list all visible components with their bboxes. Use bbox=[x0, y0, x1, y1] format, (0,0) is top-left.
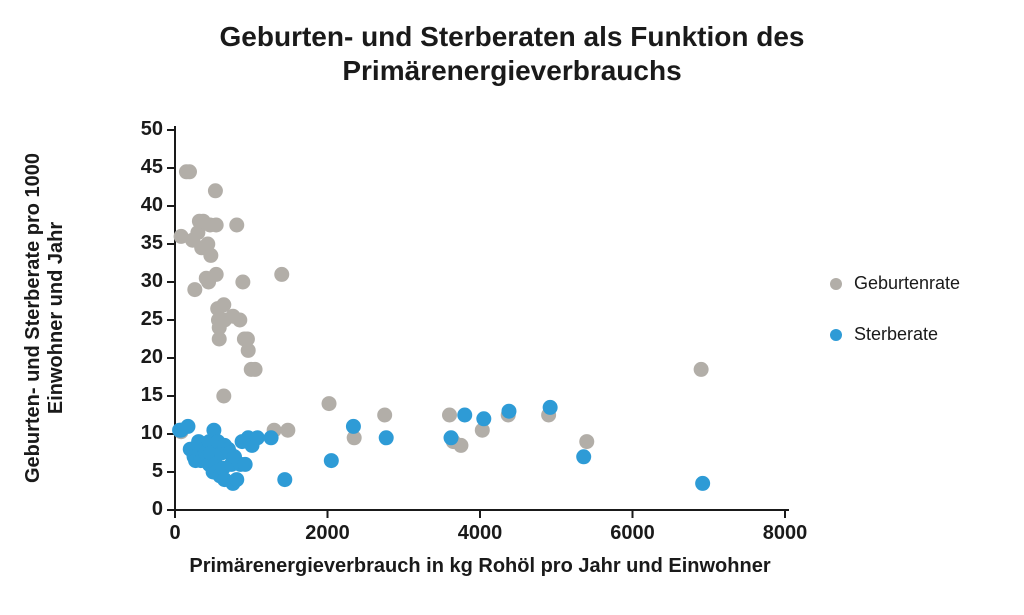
legend: Geburtenrate Sterberate bbox=[830, 273, 960, 375]
data-point bbox=[229, 218, 244, 233]
data-point bbox=[232, 313, 247, 328]
data-point bbox=[187, 282, 202, 297]
data-point bbox=[377, 408, 392, 423]
data-point bbox=[264, 430, 279, 445]
data-point bbox=[694, 362, 709, 377]
data-point bbox=[250, 430, 265, 445]
legend-item: Sterberate bbox=[830, 324, 960, 345]
data-point bbox=[212, 332, 227, 347]
data-point bbox=[576, 449, 591, 464]
legend-swatch bbox=[830, 278, 842, 290]
data-point bbox=[322, 396, 337, 411]
x-tick-label: 6000 bbox=[603, 522, 663, 545]
legend-label: Sterberate bbox=[854, 324, 938, 345]
x-tick-label: 8000 bbox=[755, 522, 815, 545]
data-point bbox=[476, 411, 491, 426]
data-point bbox=[379, 430, 394, 445]
data-point bbox=[229, 472, 244, 487]
x-tick-label: 0 bbox=[145, 522, 205, 545]
data-point bbox=[280, 423, 295, 438]
data-point bbox=[209, 218, 224, 233]
y-tick-label: 30 bbox=[141, 270, 163, 293]
data-point bbox=[235, 275, 250, 290]
x-tick-label: 2000 bbox=[298, 522, 358, 545]
data-point bbox=[208, 183, 223, 198]
data-point bbox=[241, 343, 256, 358]
data-point bbox=[203, 248, 218, 263]
data-point bbox=[182, 164, 197, 179]
y-tick-label: 50 bbox=[141, 118, 163, 141]
data-point bbox=[277, 472, 292, 487]
data-point bbox=[324, 453, 339, 468]
y-axis-label: Geburten- und Sterberate pro 1000 Einwoh… bbox=[22, 128, 68, 508]
data-point bbox=[248, 362, 263, 377]
data-point bbox=[501, 404, 516, 419]
x-axis-label: Primärenergieverbrauch in kg Rohöl pro J… bbox=[175, 555, 785, 578]
y-axis-label-line2: Einwohner und Jahr bbox=[45, 128, 68, 508]
y-tick-label: 35 bbox=[141, 232, 163, 255]
y-tick-label: 10 bbox=[141, 422, 163, 445]
legend-label: Geburtenrate bbox=[854, 273, 960, 294]
data-point bbox=[695, 476, 710, 491]
legend-swatch bbox=[830, 329, 842, 341]
data-point bbox=[543, 400, 558, 415]
data-point bbox=[274, 267, 289, 282]
y-tick-label: 40 bbox=[141, 194, 163, 217]
data-point bbox=[216, 389, 231, 404]
chart-container: Geburten- und Sterberaten als Funktion d… bbox=[0, 0, 1024, 615]
data-point bbox=[444, 430, 459, 445]
data-point bbox=[457, 408, 472, 423]
data-point bbox=[238, 457, 253, 472]
x-tick-label: 4000 bbox=[450, 522, 510, 545]
data-point bbox=[346, 419, 361, 434]
y-tick-label: 15 bbox=[141, 384, 163, 407]
data-point bbox=[579, 434, 594, 449]
y-tick-label: 25 bbox=[141, 308, 163, 331]
data-point bbox=[442, 408, 457, 423]
legend-item: Geburtenrate bbox=[830, 273, 960, 294]
y-tick-label: 20 bbox=[141, 346, 163, 369]
y-axis-label-line1: Geburten- und Sterberate pro 1000 bbox=[22, 128, 45, 508]
data-point bbox=[180, 419, 195, 434]
y-tick-label: 0 bbox=[152, 498, 163, 521]
data-point bbox=[209, 267, 224, 282]
y-tick-label: 45 bbox=[141, 156, 163, 179]
y-tick-label: 5 bbox=[152, 460, 163, 483]
